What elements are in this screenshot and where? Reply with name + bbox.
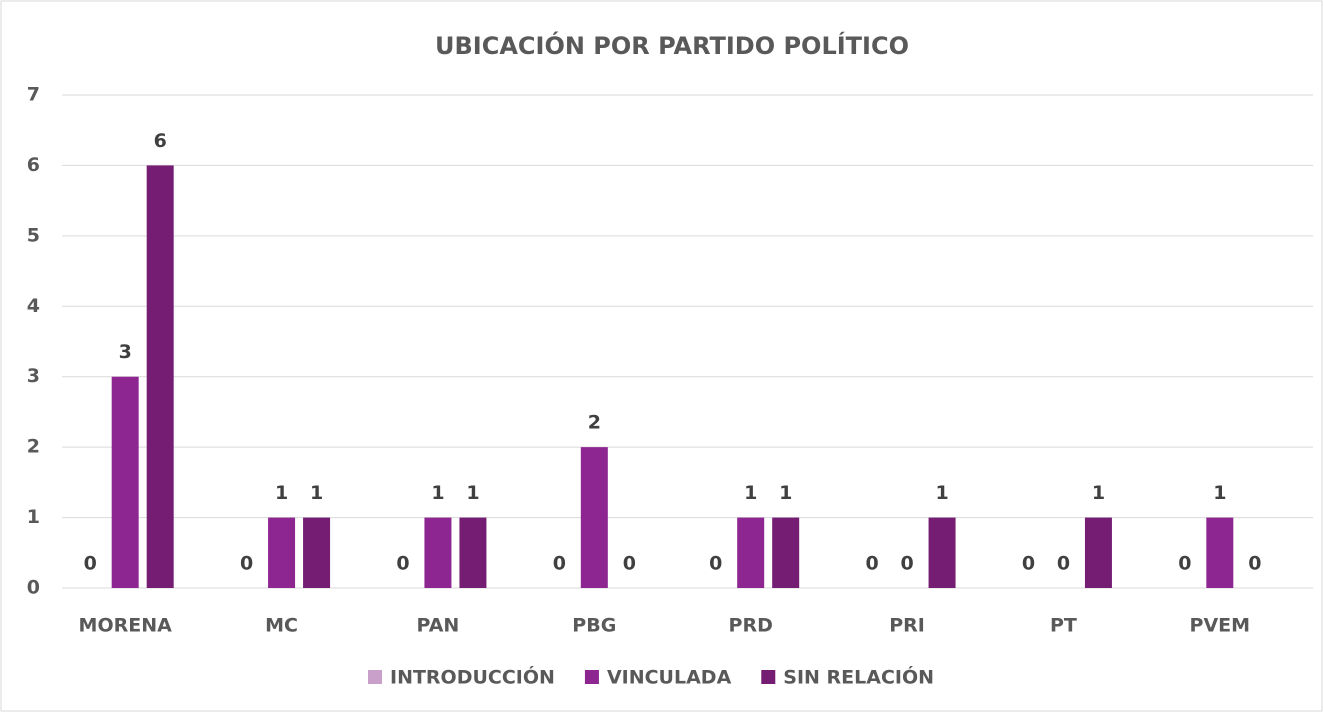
data-label: 0 (623, 553, 636, 575)
data-label: 3 (119, 341, 132, 363)
data-label: 0 (865, 553, 878, 575)
chart-title: UBICACIÓN POR PARTIDO POLÍTICO (435, 30, 909, 60)
data-label: 1 (310, 482, 323, 504)
data-label: 1 (275, 482, 288, 504)
y-tick-label: 0 (27, 577, 40, 599)
x-tick-label: PRI (889, 615, 925, 637)
data-label: 1 (1092, 482, 1105, 504)
data-label: 1 (744, 482, 757, 504)
legend-swatch (584, 670, 599, 684)
data-label: 6 (154, 130, 167, 152)
bar (424, 517, 452, 588)
data-label: 0 (240, 553, 253, 575)
y-tick-label: 4 (27, 295, 40, 317)
bar (928, 517, 956, 588)
bar (580, 447, 608, 588)
x-tick-label: PT (1050, 615, 1077, 637)
data-label: 0 (1178, 553, 1191, 575)
y-tick-label: 1 (27, 506, 40, 528)
data-label: 0 (900, 553, 913, 575)
x-tick-label: MC (265, 615, 298, 637)
bar (1206, 517, 1234, 588)
data-label: 0 (396, 553, 409, 575)
x-tick-label: PRD (729, 615, 773, 637)
data-label: 1 (779, 482, 792, 504)
x-tick-label: PBG (572, 615, 616, 637)
bar (1084, 517, 1112, 588)
y-tick-label: 5 (27, 224, 40, 246)
legend-swatch (761, 670, 776, 684)
bar (146, 165, 174, 588)
y-tick-label: 2 (27, 436, 40, 458)
data-label: 2 (588, 412, 601, 434)
y-tick-label: 3 (27, 365, 40, 387)
x-tick-label: MORENA (79, 615, 173, 637)
data-label: 0 (84, 553, 97, 575)
y-tick-label: 6 (27, 154, 40, 176)
bar (111, 376, 139, 588)
data-label: 1 (431, 482, 444, 504)
x-tick-label: PVEM (1190, 615, 1251, 637)
bar (268, 517, 296, 588)
data-label: 1 (935, 482, 948, 504)
legend-label: SIN RELACIÓN (783, 665, 934, 689)
bar (459, 517, 487, 588)
data-label: 0 (1248, 553, 1261, 575)
bar (303, 517, 331, 588)
data-label: 0 (709, 553, 722, 575)
data-label: 1 (466, 482, 479, 504)
legend-label: INTRODUCCIÓN (390, 665, 555, 689)
legend-swatch (368, 670, 382, 684)
x-tick-label: PAN (417, 615, 460, 637)
data-label: 1 (1213, 482, 1226, 504)
bar (737, 517, 765, 588)
data-label: 0 (1057, 553, 1070, 575)
legend-label: VINCULADA (607, 667, 732, 689)
data-label: 0 (553, 553, 566, 575)
y-tick-label: 7 (27, 84, 40, 106)
bar (772, 517, 800, 588)
data-label: 0 (1022, 553, 1035, 575)
